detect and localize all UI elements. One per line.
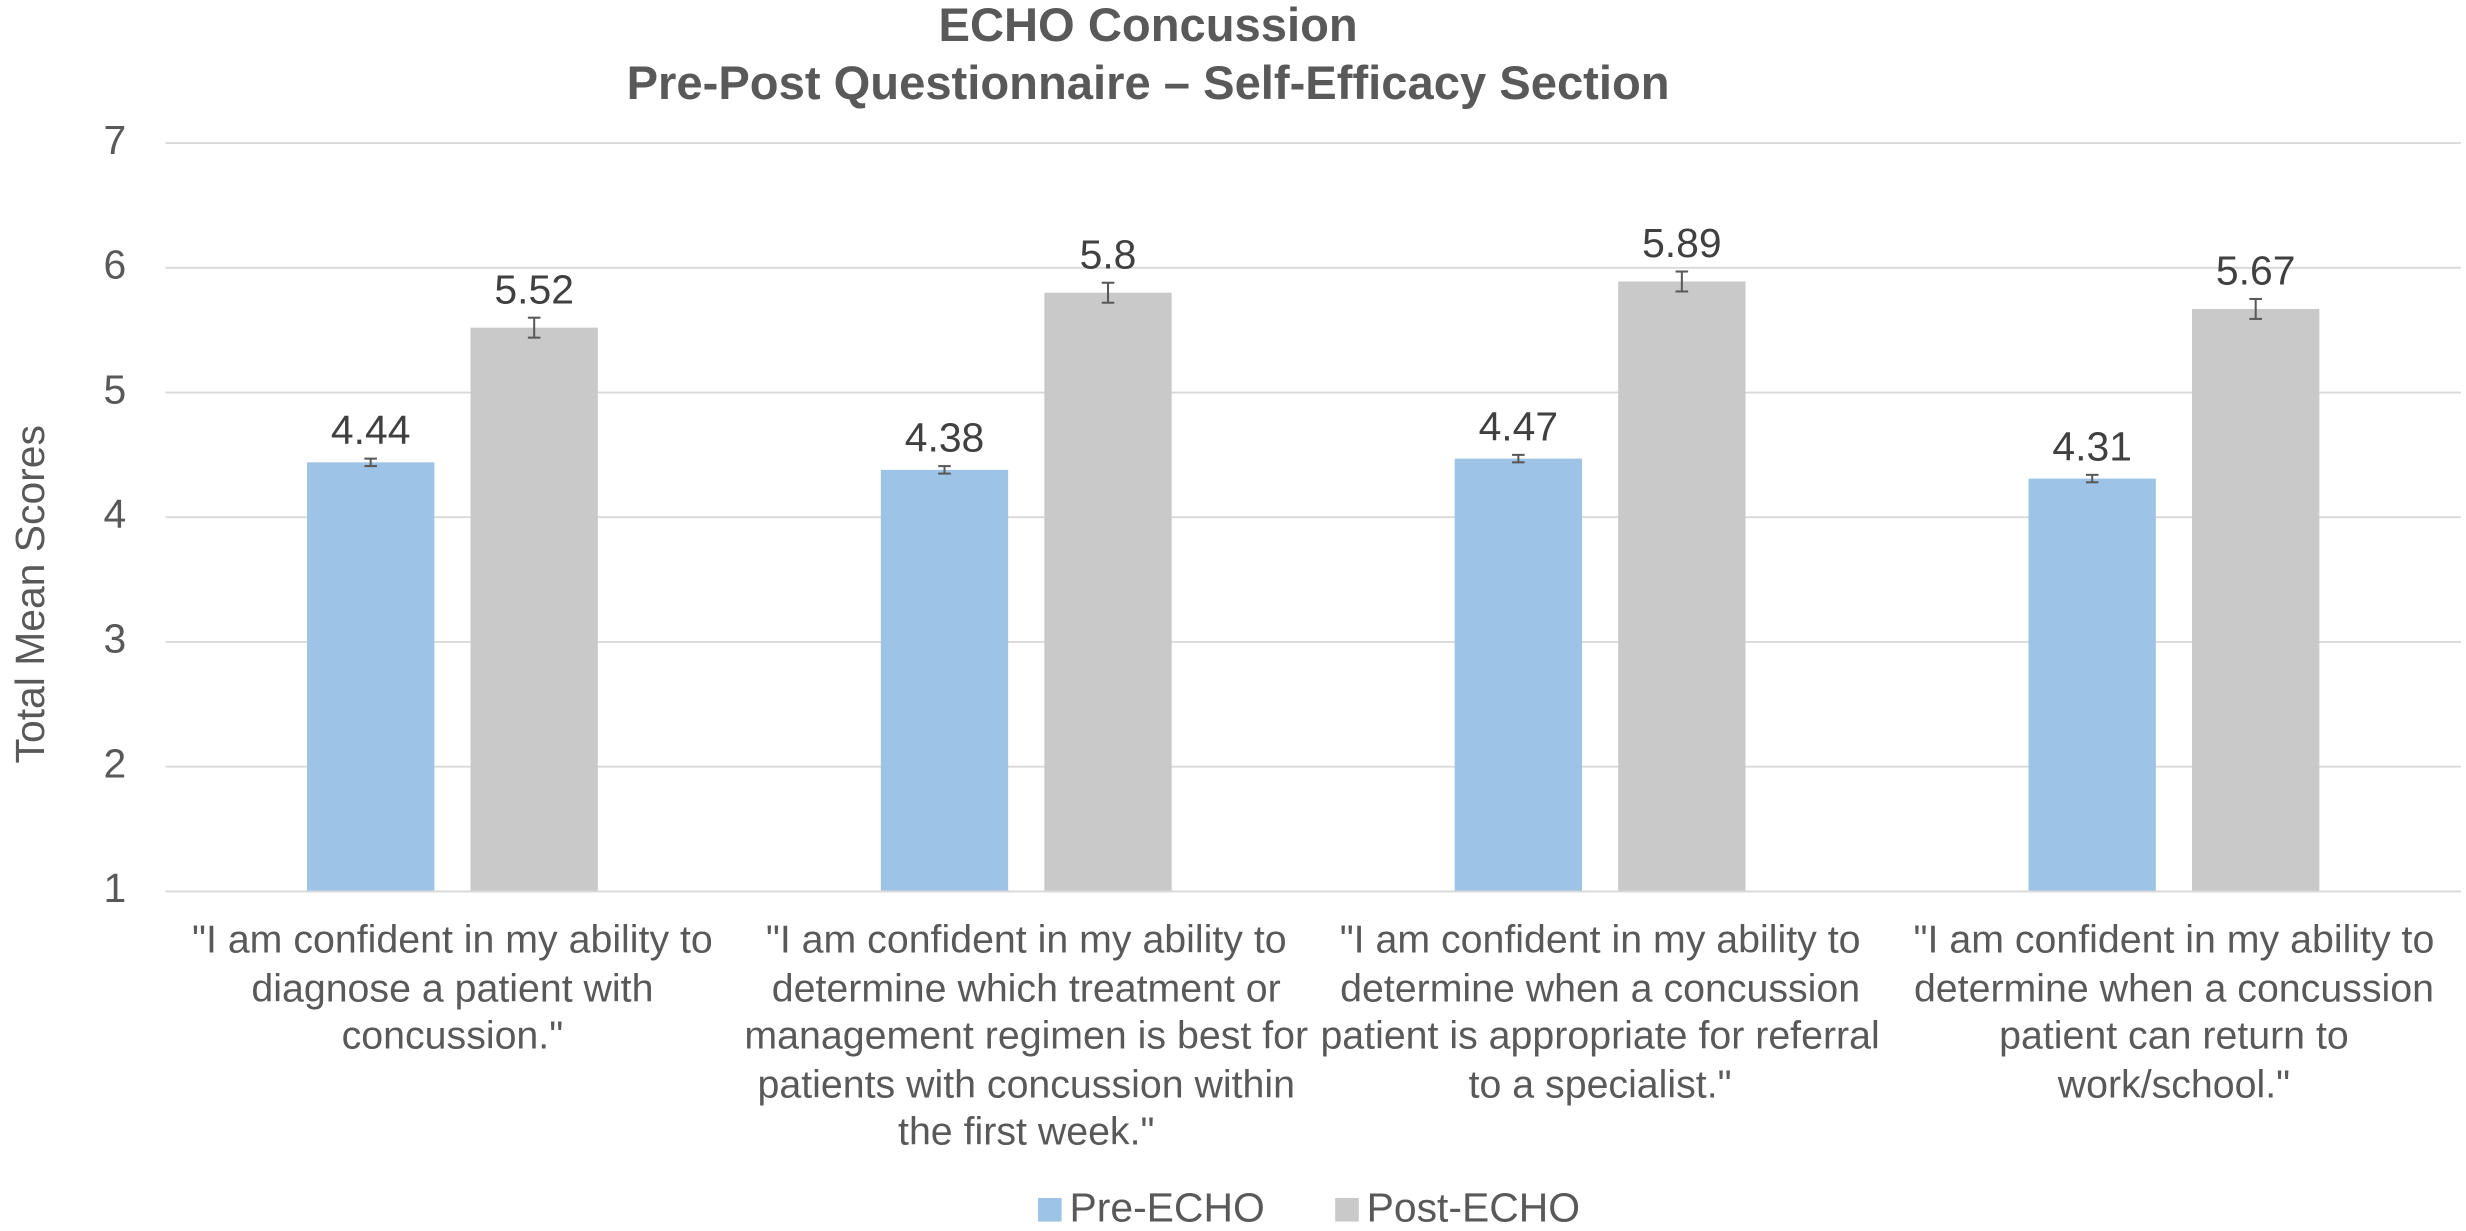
data-label: 4.47 (1479, 404, 1559, 450)
bar (880, 469, 1009, 892)
error-bar (1101, 281, 1115, 304)
data-label: 4.38 (905, 415, 985, 461)
y-tick-label: 6 (103, 242, 126, 288)
bar (1044, 292, 1172, 892)
y-tick-label: 5 (103, 366, 126, 412)
x-tick-label: "I am confident in my ability to diagnos… (192, 918, 713, 1059)
y-tick-label: 3 (103, 616, 126, 662)
y-tick-label: 4 (103, 491, 126, 537)
error-bar (1512, 453, 1525, 464)
legend-label: Pre-ECHO (1069, 1184, 1264, 1230)
data-label: 4.31 (2052, 423, 2132, 469)
error-bar (2085, 473, 2099, 484)
x-tick-label: "I am confident in my ability to determi… (1913, 918, 2435, 1107)
legend-label: Post-ECHO (1367, 1184, 1580, 1230)
data-label: 4.44 (331, 407, 411, 453)
y-tick-label: 2 (103, 740, 126, 786)
bar (306, 462, 435, 892)
error-bar (527, 316, 541, 339)
x-tick-label: "I am confident in my ability to determi… (744, 918, 1309, 1154)
y-axis-label: Total Mean Scores (7, 425, 53, 763)
y-tick-label: 7 (103, 117, 126, 163)
error-bar (938, 465, 951, 475)
chart-title: ECHO Concussion (939, 0, 1358, 51)
bar (1454, 458, 1583, 892)
x-tick-label-box: "I am confident in my ability to determi… (1913, 918, 2435, 1107)
bar (470, 327, 598, 892)
data-label: 5.52 (494, 266, 574, 312)
error-bar (364, 457, 377, 468)
bar (2192, 308, 2320, 892)
x-tick-label-box: "I am confident in my ability to diagnos… (192, 918, 713, 1059)
x-tick-label: "I am confident in my ability to determi… (1320, 918, 1880, 1107)
y-tick-label: 1 (103, 865, 126, 911)
data-label: 5.8 (1080, 231, 1137, 277)
bar (2028, 478, 2156, 892)
x-tick-label-box: "I am confident in my ability to determi… (744, 918, 1309, 1154)
legend-swatch (1038, 1197, 1062, 1222)
legend-swatch (1335, 1197, 1359, 1222)
chart-subtitle: Pre-Post Questionnaire – Self-Efficacy S… (627, 56, 1670, 109)
x-tick-label-box: "I am confident in my ability to determi… (1320, 918, 1880, 1107)
error-bar (2249, 297, 2262, 320)
bar (1618, 281, 1746, 892)
error-bar (1675, 270, 1689, 293)
data-label: 5.67 (2216, 248, 2296, 294)
data-label: 5.89 (1642, 220, 1722, 266)
